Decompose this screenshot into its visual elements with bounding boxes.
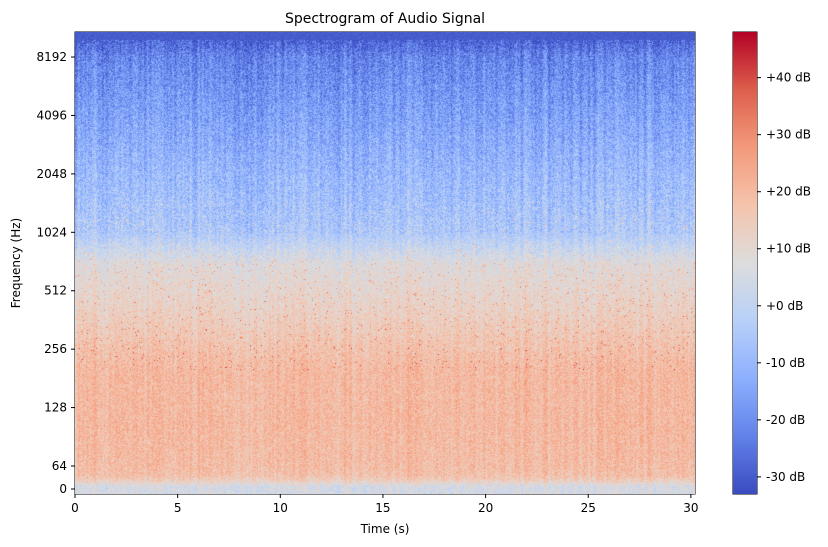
chart-title: Spectrogram of Audio Signal <box>285 11 485 27</box>
x-axis-ticks: 0 5 10 15 20 25 30 <box>71 494 699 515</box>
colorbar-ticks: -30 dB -20 dB -10 dB +0 dB +10 dB +20 dB +30 d… <box>757 71 811 484</box>
x-tick-label: 15 <box>375 501 390 515</box>
colorbar-gradient <box>733 32 757 494</box>
y-tick-label: 512 <box>44 284 67 298</box>
colorbar-tick-label: +40 dB <box>766 71 811 85</box>
y-tick-label: 2048 <box>36 167 67 181</box>
x-axis-label: Time (s) <box>360 522 410 536</box>
y-tick-label: 8192 <box>36 50 67 64</box>
colorbar-tick-label: -10 dB <box>766 356 805 370</box>
y-axis-label: Frequency (Hz) <box>9 218 23 309</box>
y-tick-label: 4096 <box>36 108 67 122</box>
y-axis-ticks: 0 64 128 256 512 1024 2048 4096 8192 <box>36 50 75 496</box>
y-tick-label: 64 <box>52 459 67 473</box>
y-tick-label: 1024 <box>36 225 67 239</box>
y-tick-label: 128 <box>44 401 67 415</box>
x-tick-label: 0 <box>71 501 79 515</box>
colorbar-tick-label: -30 dB <box>766 470 805 484</box>
spectrogram-heatmap <box>75 32 695 494</box>
x-tick-label: 10 <box>273 501 288 515</box>
colorbar-tick-label: +30 dB <box>766 128 811 142</box>
x-tick-label: 5 <box>174 501 182 515</box>
colorbar-tick-label: +20 dB <box>766 185 811 199</box>
colorbar-tick-label: +10 dB <box>766 242 811 256</box>
x-tick-label: 25 <box>581 501 596 515</box>
x-tick-label: 30 <box>683 501 698 515</box>
y-tick-label: 0 <box>59 482 67 496</box>
colorbar-tick-label: +0 dB <box>766 299 803 313</box>
colorbar-tick-label: -20 dB <box>766 413 805 427</box>
x-tick-label: 20 <box>478 501 493 515</box>
y-tick-label: 256 <box>44 342 67 356</box>
